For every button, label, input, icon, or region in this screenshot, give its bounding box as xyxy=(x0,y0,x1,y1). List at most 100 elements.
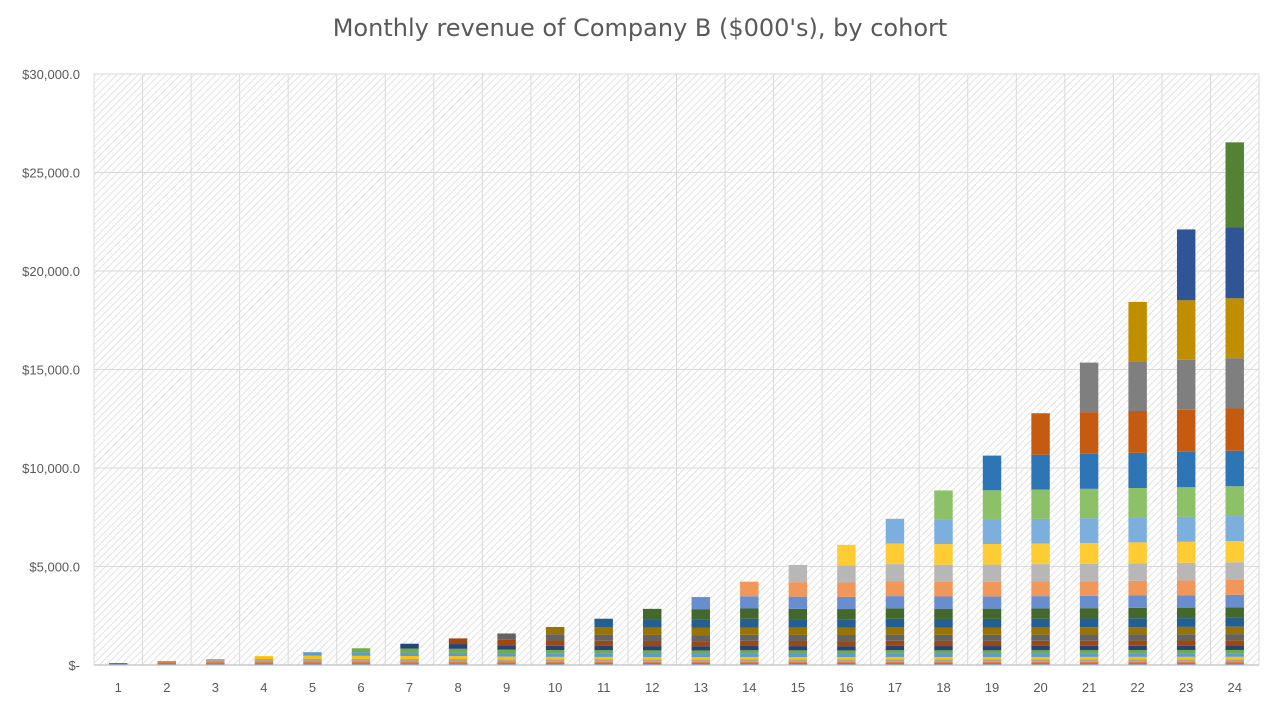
bar-segment-month-21-cohort-7 xyxy=(1079,645,1099,651)
bar-segment-month-14-cohort-4 xyxy=(740,656,759,660)
bar-segment-month-15-cohort-4 xyxy=(788,657,808,660)
bar-segment-month-16-cohort-12 xyxy=(837,609,856,620)
bar-segment-month-22-cohort-4 xyxy=(1128,656,1147,660)
bar-segment-month-14-cohort-8 xyxy=(740,640,759,646)
x-tick-label: 11 xyxy=(597,680,611,695)
bar-segment-month-8-cohort-8 xyxy=(448,638,468,645)
bar-segment-month-17-cohort-12 xyxy=(885,608,905,619)
bar-segment-month-23-cohort-7 xyxy=(1176,645,1196,651)
bar-segment-month-24-cohort-9 xyxy=(1225,634,1244,641)
bar-segment-month-24-cohort-1 xyxy=(1225,663,1244,665)
bar-segment-month-21-cohort-5 xyxy=(1079,653,1099,657)
bar-segment-month-18-cohort-2 xyxy=(934,661,953,664)
bar-segment-month-16-cohort-16 xyxy=(837,544,856,566)
bar-segment-month-16-cohort-4 xyxy=(837,657,856,660)
bar-segment-month-13-cohort-4 xyxy=(691,657,710,660)
x-tick-label: 18 xyxy=(936,680,950,695)
bar-segment-month-16-cohort-5 xyxy=(837,654,856,658)
bar-segment-month-7-cohort-5 xyxy=(400,652,419,657)
bar-segment-month-13-cohort-3 xyxy=(691,659,710,662)
bar-segment-month-24-cohort-22 xyxy=(1225,298,1244,359)
bar-segment-month-17-cohort-13 xyxy=(885,596,905,609)
bar-segment-month-20-cohort-18 xyxy=(1031,489,1050,519)
bar-segment-month-11-cohort-3 xyxy=(594,659,613,662)
bar-segment-month-22-cohort-10 xyxy=(1128,627,1147,635)
bar-segment-month-21-cohort-9 xyxy=(1079,634,1099,641)
bar-segment-month-11-cohort-8 xyxy=(594,640,613,646)
y-tick-label: $- xyxy=(68,658,80,673)
bar-segment-month-15-cohort-6 xyxy=(788,650,808,654)
bar-segment-month-11-cohort-6 xyxy=(594,650,613,654)
bar-segment-month-18-cohort-5 xyxy=(934,653,953,657)
bar-segment-month-23-cohort-17 xyxy=(1176,516,1196,542)
bar-segment-month-22-cohort-15 xyxy=(1128,563,1147,581)
bar-segment-month-14-cohort-9 xyxy=(740,634,759,641)
bar-segment-month-24-cohort-11 xyxy=(1225,617,1244,627)
bar-segment-month-16-cohort-15 xyxy=(837,565,856,583)
bar-segment-month-9-cohort-6 xyxy=(497,649,516,654)
bar-segment-month-22-cohort-19 xyxy=(1128,452,1147,488)
bar-segment-month-16-cohort-14 xyxy=(837,582,856,597)
bar-segment-month-19-cohort-18 xyxy=(982,490,1002,520)
bar-segment-month-23-cohort-18 xyxy=(1176,487,1196,517)
bar-segment-month-20-cohort-7 xyxy=(1031,645,1050,651)
x-tick-label: 10 xyxy=(548,680,562,695)
bar-segment-month-14-cohort-2 xyxy=(740,661,759,664)
bar-segment-month-20-cohort-4 xyxy=(1031,656,1050,660)
bar-segment-month-7-cohort-6 xyxy=(400,648,419,653)
bar-segment-month-24-cohort-4 xyxy=(1225,656,1244,660)
bar-segment-month-20-cohort-12 xyxy=(1031,608,1050,619)
bar-segment-month-7-cohort-7 xyxy=(400,643,419,649)
bar-segment-month-19-cohort-8 xyxy=(982,640,1002,647)
bar-segment-month-17-cohort-1 xyxy=(885,663,905,665)
bar-segment-month-15-cohort-11 xyxy=(788,619,808,628)
bar-segment-month-17-cohort-2 xyxy=(885,661,905,664)
bar-segment-month-20-cohort-15 xyxy=(1031,564,1050,582)
bar-segment-month-10-cohort-9 xyxy=(545,634,565,641)
bar-segment-month-24-cohort-10 xyxy=(1225,626,1244,635)
bar-segment-month-19-cohort-12 xyxy=(982,608,1002,619)
bar-segment-month-10-cohort-3 xyxy=(545,659,565,662)
axes: $- $5,000.0 $10,000.0 $15,000.0 $20,000.0 $25… xyxy=(22,67,1259,695)
bar-segment-month-15-cohort-2 xyxy=(788,661,808,664)
bar-segment-month-15-cohort-5 xyxy=(788,653,808,658)
bar-segment-month-19-cohort-10 xyxy=(982,627,1002,635)
bar-segment-month-24-cohort-23 xyxy=(1225,227,1244,299)
bar-segment-month-16-cohort-11 xyxy=(837,619,856,628)
bar-segment-month-20-cohort-3 xyxy=(1031,659,1050,662)
bar-segment-month-22-cohort-16 xyxy=(1128,542,1147,564)
bar-segment-month-19-cohort-16 xyxy=(982,543,1002,565)
bar-segment-month-13-cohort-1 xyxy=(691,663,710,665)
bar-segment-month-14-cohort-11 xyxy=(740,618,759,628)
bar-segment-month-21-cohort-2 xyxy=(1079,661,1099,664)
bar-segment-month-24-cohort-8 xyxy=(1225,640,1244,646)
bar-segment-month-8-cohort-2 xyxy=(448,661,468,664)
x-tick-label: 6 xyxy=(357,680,364,695)
bar-segment-month-4-cohort-1 xyxy=(254,663,274,665)
bar-segment-month-6-cohort-5 xyxy=(351,652,371,656)
bar-segment-month-23-cohort-16 xyxy=(1176,541,1196,563)
bar-segment-month-13-cohort-10 xyxy=(691,627,710,636)
bar-segment-month-24-cohort-18 xyxy=(1225,486,1244,517)
y-tick-label: $10,000.0 xyxy=(22,461,80,476)
bar-segment-month-21-cohort-21 xyxy=(1079,362,1099,413)
bar-segment-month-22-cohort-11 xyxy=(1128,618,1147,628)
x-tick-label: 20 xyxy=(1033,680,1047,695)
bar-segment-month-18-cohort-16 xyxy=(934,544,953,565)
bar-segment-month-11-cohort-9 xyxy=(594,634,613,641)
y-tick-label: $25,000.0 xyxy=(22,166,80,181)
bar-segment-month-8-cohort-5 xyxy=(448,652,468,657)
bar-segment-month-18-cohort-3 xyxy=(934,659,953,662)
bar-segment-month-20-cohort-5 xyxy=(1031,653,1050,657)
bar-segment-month-22-cohort-2 xyxy=(1128,661,1147,664)
bar-segment-month-13-cohort-12 xyxy=(691,609,710,620)
bar-segment-month-17-cohort-7 xyxy=(885,645,905,651)
bar-segment-month-22-cohort-12 xyxy=(1128,607,1147,619)
bar-segment-month-17-cohort-15 xyxy=(885,564,905,582)
bar-segment-month-23-cohort-9 xyxy=(1176,634,1196,641)
bar-segment-month-22-cohort-7 xyxy=(1128,645,1147,651)
bar-segment-month-17-cohort-14 xyxy=(885,581,905,597)
bar-segment-month-20-cohort-2 xyxy=(1031,661,1050,664)
